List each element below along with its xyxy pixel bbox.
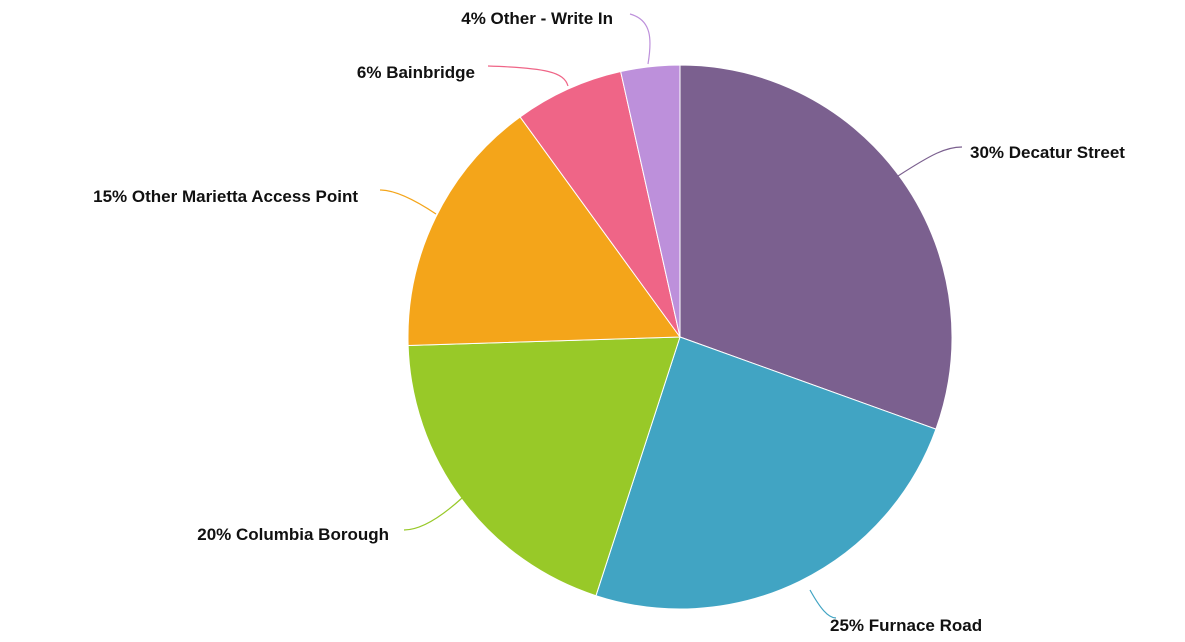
pie-slice-other-write-in[interactable] [620, 64, 681, 338]
pie-slice-other-marietta-access-point[interactable] [407, 116, 681, 347]
slices-layer [407, 64, 953, 610]
slice-label: 30% Decatur Street [970, 143, 1125, 162]
pie-slice-furnace-road[interactable] [595, 336, 937, 610]
leader-line [897, 146, 963, 177]
leader-line [403, 497, 463, 531]
slice-label: 20% Columbia Borough [197, 525, 389, 544]
slice-label: 15% Other Marietta Access Point [93, 187, 358, 206]
pie-slice-decatur-street[interactable] [679, 64, 953, 430]
slice-label: 25% Furnace Road [830, 616, 982, 635]
leader-line [379, 189, 437, 215]
leader-line [809, 589, 837, 619]
slice-label: 4% Other - Write In [461, 9, 613, 28]
labels-layer: 30% Decatur Street 25% Furnace Road 20% Co… [93, 9, 1125, 635]
slice-label: 6% Bainbridge [357, 63, 475, 82]
pie-slice-columbia-borough[interactable] [407, 336, 681, 597]
pie-slice-bainbridge[interactable] [519, 70, 681, 338]
leader-line [487, 65, 569, 87]
leader-line [629, 13, 651, 65]
